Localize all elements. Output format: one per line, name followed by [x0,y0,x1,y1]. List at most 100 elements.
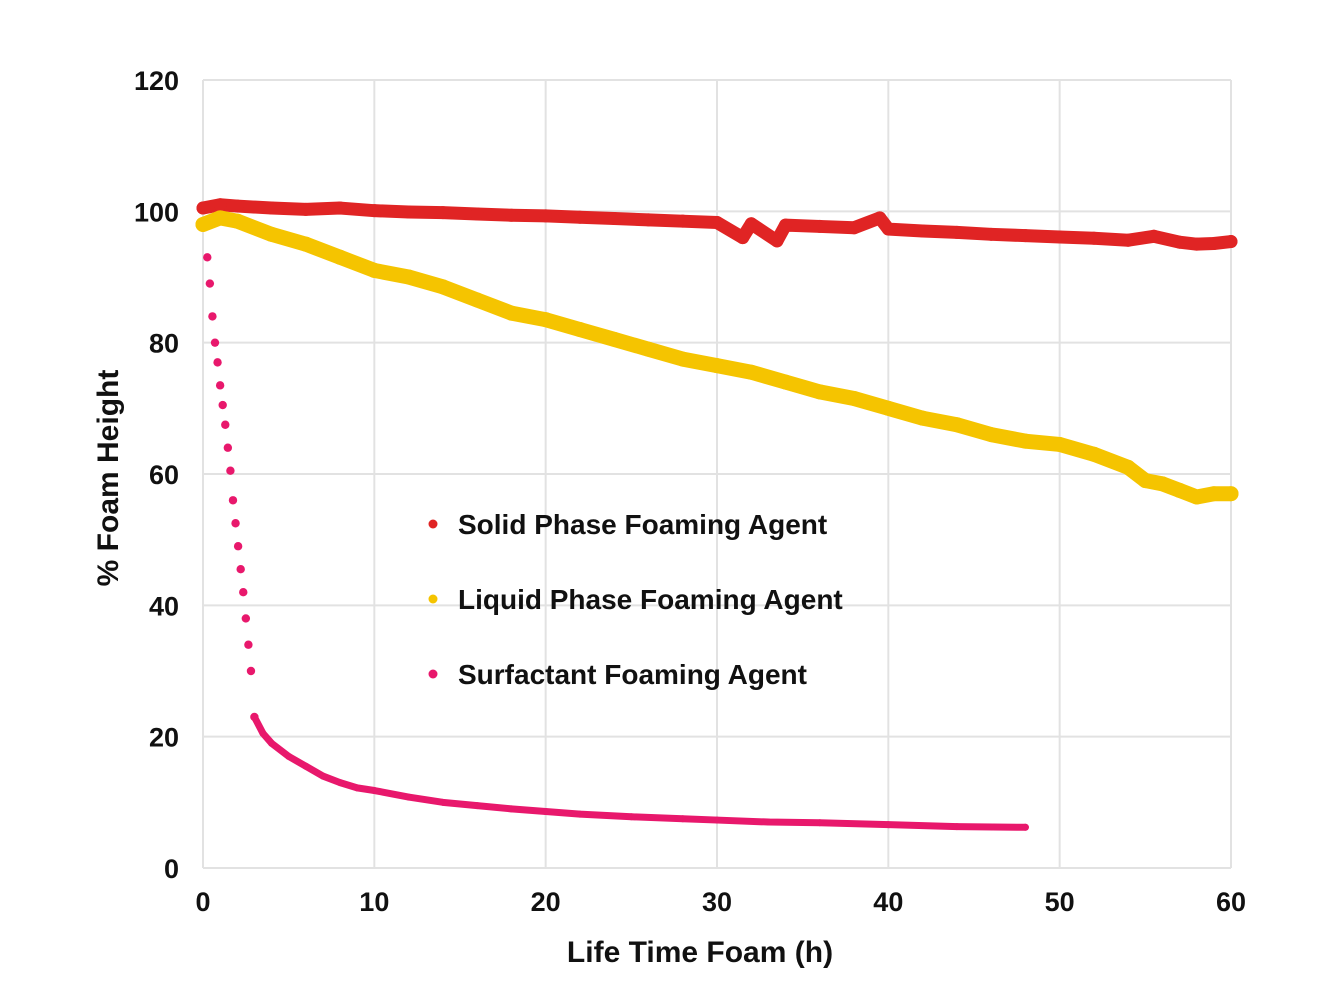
data-point [573,210,587,224]
data-point [265,201,279,215]
data-point [239,588,248,597]
data-point [302,762,310,770]
data-point [846,390,862,406]
x-tick-label: 20 [531,887,561,917]
data-point [233,542,243,551]
legend: Solid Phase Foaming Agent Liquid Phase Fo… [428,509,843,690]
y-tick-label: 60 [149,460,179,490]
data-point [813,219,827,233]
data-point [196,201,210,215]
data-point [259,729,267,737]
data-point [439,798,447,806]
data-point [916,224,930,238]
data-point [298,236,314,252]
data-point [641,213,655,227]
data-point [627,813,635,821]
data-point [884,821,892,829]
data-point [366,262,382,278]
legend-item: Liquid Phase Foaming Agent [428,584,843,615]
x-tick-label: 10 [359,887,389,917]
data-point [250,713,258,721]
x-tick-label: 50 [1045,887,1075,917]
legend-marker [428,669,438,679]
data-point [1086,446,1102,462]
data-point [770,234,784,248]
series-1 [196,198,1238,251]
data-point [333,201,347,215]
data-point [1021,823,1029,831]
data-point [244,640,253,649]
data-point [607,212,621,226]
data-point [538,312,554,328]
y-tick-label: 100 [134,197,179,227]
tick-labels: 0 10 20 30 40 50 60 0 20 40 60 80 100 120 [134,66,1246,917]
data-point [230,199,244,213]
data-point [213,358,222,367]
data-point [1053,230,1067,244]
data-point [710,215,724,229]
data-point [215,381,225,390]
data-point [469,292,485,308]
plot-area [195,198,1239,831]
data-point [950,225,964,239]
data-point [744,217,758,231]
grid [202,79,1232,869]
data-point [812,384,828,400]
legend-marker [428,594,438,604]
data-point [218,400,227,410]
data-point [764,818,772,826]
data-point [405,793,413,801]
data-point [816,819,824,827]
y-tick-label: 80 [149,329,179,359]
legend-item: Solid Phase Foaming Agent [428,509,827,540]
data-point [542,808,550,816]
data-point [1137,473,1153,489]
legend-label: Surfactant Foaming Agent [458,659,807,690]
data-point [504,208,518,222]
data-point [539,209,553,223]
data-point [1052,436,1068,452]
data-point [402,205,416,219]
data-point [319,772,327,780]
data-point [208,312,217,321]
data-point [264,226,280,242]
data-point [949,417,965,433]
data-point [1121,233,1135,247]
data-point [503,305,519,321]
data-point [195,216,211,232]
data-point [205,279,215,288]
y-tick-label: 120 [134,66,179,96]
data-point [285,752,293,760]
data-point [1018,229,1032,243]
data-point [743,364,759,380]
y-tick-label: 0 [164,854,179,884]
data-point [1173,235,1187,249]
data-point [1120,459,1136,475]
data-point [212,210,228,226]
data-point [246,666,256,676]
data-point [881,222,895,236]
data-point [572,322,588,338]
data-point [353,784,361,792]
series-3 [203,253,1029,831]
x-axis-title: Life Time Foam (h) [567,936,833,969]
data-point [223,443,233,452]
data-point [213,198,227,212]
data-point [1224,235,1238,249]
x-tick-label: 40 [873,887,903,917]
data-point [576,810,584,818]
data-point [1206,486,1222,502]
data-point [236,565,245,574]
legend-marker [428,519,438,529]
x-tick-label: 30 [702,887,732,917]
data-point [299,202,313,216]
data-point [675,351,691,367]
data-point [640,341,656,357]
data-point [736,231,750,245]
y-axis-title: % Foam Height [92,370,125,587]
data-point [231,519,240,528]
data-point [507,805,515,813]
data-point [229,213,245,229]
